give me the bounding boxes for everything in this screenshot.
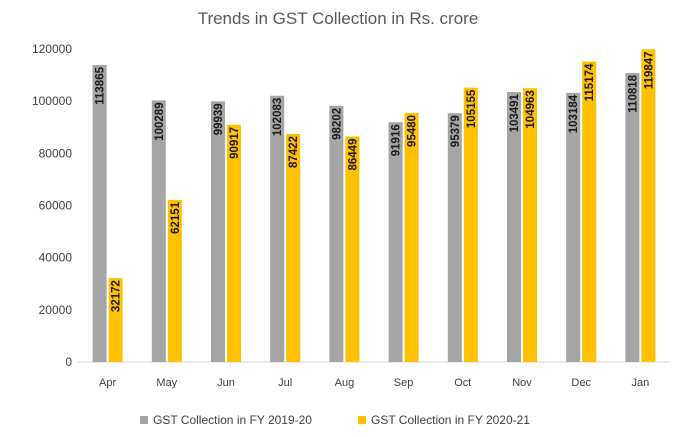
x-axis: Apr May Jun Jul Aug Sep Oct Nov Dec Jan bbox=[99, 377, 649, 389]
data-label: 95480 bbox=[407, 115, 419, 147]
data-label: 62151 bbox=[170, 201, 182, 234]
bar-fy2020-21-may bbox=[167, 199, 182, 362]
data-label: 91916 bbox=[391, 124, 403, 156]
bar-fy2020-21-dec bbox=[582, 61, 597, 362]
bar-fy2019-20-may bbox=[151, 100, 166, 363]
legend-label-fy2020-21: GST Collection in FY 2020-21 bbox=[371, 413, 530, 427]
bar-fy2019-20-dec bbox=[566, 92, 581, 363]
legend-swatch-fy2019-20 bbox=[140, 416, 148, 424]
y-tick-label: 120000 bbox=[32, 42, 72, 56]
bar-fy2019-20-jan bbox=[625, 72, 640, 363]
x-tick-label: Jan bbox=[632, 377, 650, 389]
x-tick-label: Apr bbox=[99, 377, 116, 389]
bar-fy2020-21-jan bbox=[641, 49, 656, 362]
y-tick-label: 20000 bbox=[39, 303, 73, 317]
data-label: 110818 bbox=[627, 74, 639, 112]
data-label: 102083 bbox=[272, 98, 284, 136]
y-tick-label: 40000 bbox=[39, 251, 73, 265]
bar-fy2019-20-aug bbox=[329, 105, 344, 363]
bar-fy2019-20-sep bbox=[388, 122, 403, 362]
data-label: 98202 bbox=[331, 108, 343, 140]
bar-fy2020-21-nov bbox=[523, 88, 537, 363]
x-tick-label: Nov bbox=[512, 377, 532, 389]
legend: GST Collection in FY 2019-20 GST Collecti… bbox=[140, 413, 530, 427]
bar-fy2019-20-nov bbox=[507, 92, 521, 362]
bar-fy2020-21-jul bbox=[286, 133, 301, 362]
bar-fy2019-20-jun bbox=[211, 101, 225, 362]
data-label: 100289 bbox=[154, 102, 166, 140]
x-tick-label: May bbox=[156, 377, 177, 389]
data-label: 32172 bbox=[111, 280, 123, 312]
y-tick-label: 0 bbox=[65, 355, 72, 369]
x-tick-label: Oct bbox=[454, 377, 471, 389]
y-axis: 0 20000 40000 60000 80000 100000 120000 bbox=[32, 42, 72, 369]
bar-fy2020-21-oct bbox=[463, 87, 478, 363]
bar-fy2019-20-apr bbox=[92, 65, 107, 362]
data-label: 113865 bbox=[95, 66, 107, 104]
data-label: 105155 bbox=[466, 89, 478, 128]
data-label: 103184 bbox=[568, 94, 580, 133]
y-tick-label: 80000 bbox=[39, 146, 73, 160]
bar-fy2019-20-jul bbox=[270, 95, 285, 362]
legend-label-fy2019-20: GST Collection in FY 2019-20 bbox=[153, 413, 312, 427]
y-tick-label: 100000 bbox=[32, 94, 72, 108]
data-label: 119847 bbox=[643, 51, 655, 89]
x-tick-label: Dec bbox=[571, 377, 591, 389]
data-label: 95379 bbox=[450, 115, 462, 147]
data-label: 99939 bbox=[213, 103, 225, 135]
bar-fy2020-21-sep bbox=[404, 112, 419, 363]
x-tick-label: Jul bbox=[278, 377, 292, 389]
x-tick-label: Aug bbox=[335, 377, 355, 389]
data-label: 104963 bbox=[525, 90, 537, 128]
x-tick-label: Sep bbox=[394, 377, 414, 389]
bar-fy2019-20-oct bbox=[447, 113, 462, 362]
legend-swatch-fy2020-21 bbox=[358, 416, 366, 424]
bar-fy2020-21-apr bbox=[108, 278, 123, 362]
bars-group: 113865 32172 100289 62151 99939 90917 102083 87… bbox=[92, 49, 656, 363]
data-label: 86449 bbox=[347, 139, 359, 171]
data-label: 103491 bbox=[509, 93, 521, 132]
chart-title: Trends in GST Collection in Rs. crore bbox=[198, 9, 479, 28]
data-label: 90917 bbox=[229, 127, 241, 159]
y-tick-label: 60000 bbox=[39, 199, 73, 213]
bar-fy2020-21-jun bbox=[227, 124, 241, 363]
x-tick-label: Jun bbox=[217, 377, 235, 389]
data-label: 115174 bbox=[584, 63, 596, 101]
bar-fy2020-21-aug bbox=[345, 136, 360, 362]
data-label: 87422 bbox=[288, 136, 300, 168]
